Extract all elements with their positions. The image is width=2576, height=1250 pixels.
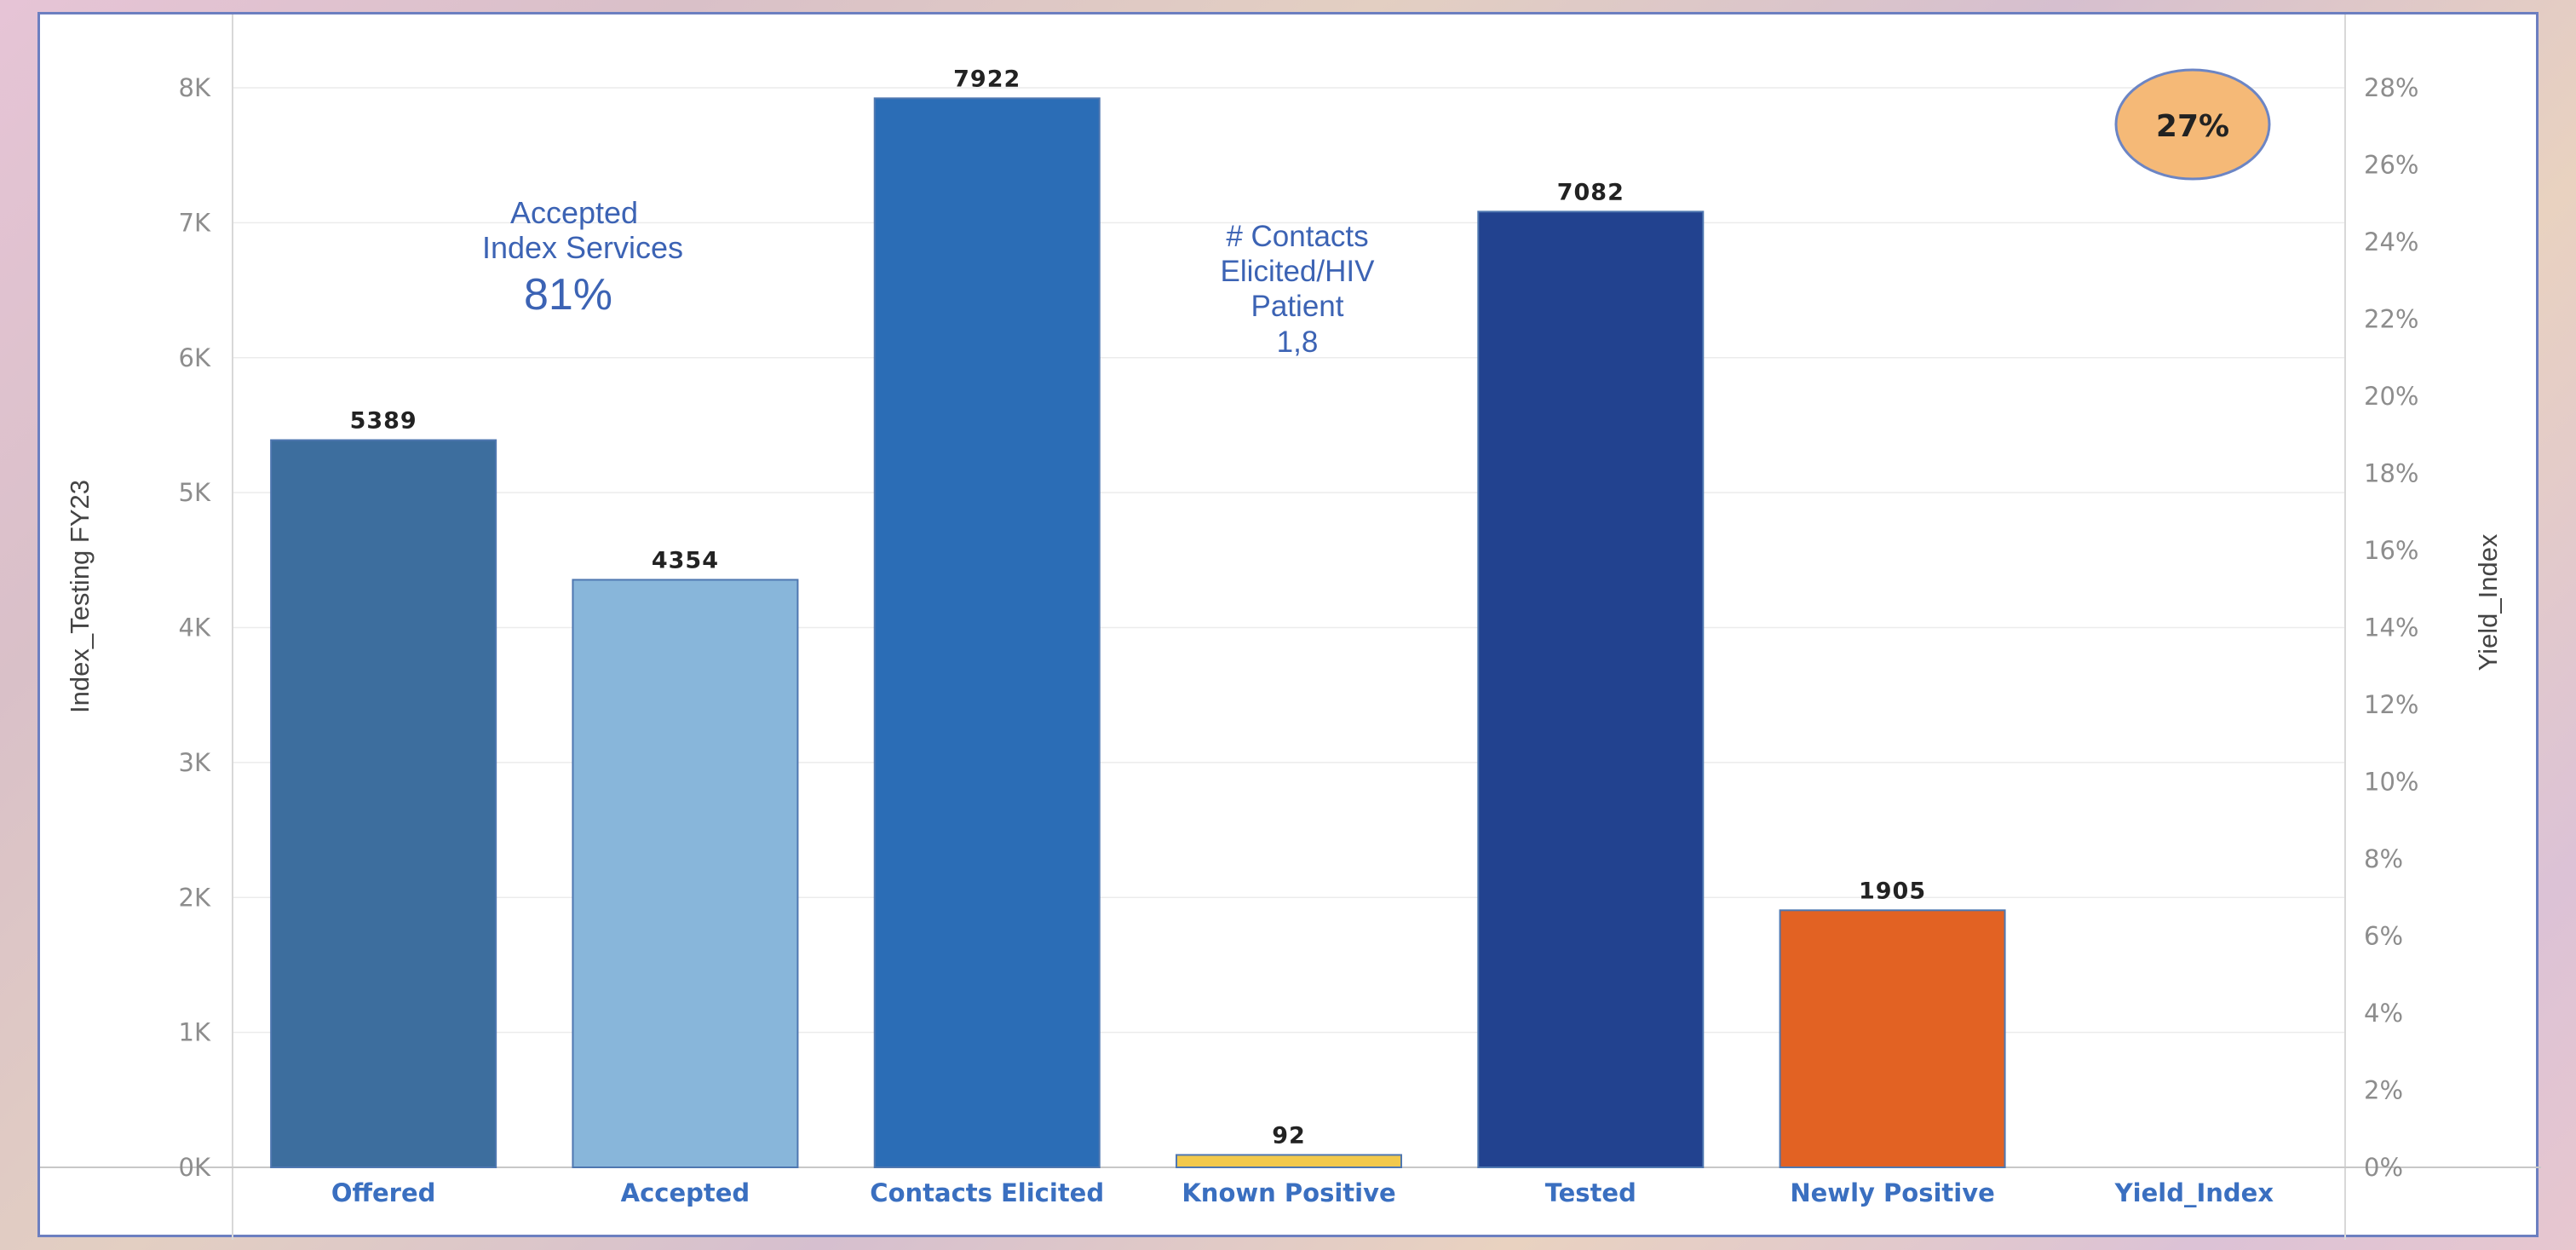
bar-offered bbox=[270, 439, 497, 1168]
bar-known-positive bbox=[1176, 1154, 1402, 1168]
y2-tick-label: 0% bbox=[2364, 1153, 2403, 1182]
data-label: 7082 bbox=[1557, 179, 1624, 205]
y-tick-label: 5K bbox=[179, 478, 211, 507]
y2-tick-label: 22% bbox=[2364, 305, 2418, 334]
y2-tick-label: 16% bbox=[2364, 536, 2418, 565]
y2-axis-title: Yield_Index bbox=[2473, 533, 2503, 671]
yield-badge: 27% bbox=[2114, 68, 2271, 181]
y2-tick-label: 28% bbox=[2364, 73, 2418, 102]
bar-contacts-elicited bbox=[873, 97, 1101, 1168]
y-tick-label: 8K bbox=[179, 73, 211, 102]
annotation-percent: 81% bbox=[524, 270, 612, 320]
data-label: 7922 bbox=[953, 66, 1021, 92]
y-tick-label: 1K bbox=[179, 1018, 211, 1047]
index-testing-chart: 0K 1K 2K 3K 4K 5K 6K 7K 8K 0% 2% 4% 6% 8% 10% 12% 14% 16… bbox=[40, 14, 2541, 1240]
y2-tick-label: 4% bbox=[2364, 999, 2403, 1028]
annotation-line: Accepted bbox=[510, 195, 638, 230]
y-tick-label: 7K bbox=[179, 208, 211, 237]
annotation-contacts-elicited-per-patient: # Contacts Elicited/HIV Patient 1,8 bbox=[1221, 220, 1376, 359]
annotation-line: # Contacts bbox=[1226, 220, 1368, 253]
annotation-line: Index Services bbox=[482, 230, 683, 265]
data-label: 92 bbox=[1272, 1122, 1306, 1149]
category-label: Contacts Elicited bbox=[870, 1178, 1104, 1207]
data-labels: 5389 4354 7922 92 7082 1905 bbox=[350, 66, 1926, 1149]
y2-tick-label: 24% bbox=[2364, 228, 2418, 256]
yield-value: 27% bbox=[2156, 109, 2229, 144]
bar-tested bbox=[1477, 210, 1705, 1168]
y-tick-label: 3K bbox=[179, 748, 211, 777]
category-label: Newly Positive bbox=[1790, 1178, 1994, 1207]
y-axis-title: Index_Testing FY23 bbox=[65, 480, 95, 713]
data-label: 1905 bbox=[1859, 878, 1926, 904]
category-label: Offered bbox=[331, 1178, 436, 1207]
y2-tick-label: 12% bbox=[2364, 690, 2418, 719]
left-axis-ticks: 0K 1K 2K 3K 4K 5K 6K 7K 8K bbox=[179, 73, 211, 1182]
y-tick-label: 0K bbox=[179, 1153, 211, 1182]
annotation-line: Elicited/HIV bbox=[1221, 255, 1376, 288]
annotation-accepted-index-services: Accepted Index Services 81% bbox=[482, 195, 683, 320]
y2-tick-label: 6% bbox=[2364, 922, 2403, 951]
y-tick-label: 4K bbox=[179, 613, 211, 642]
y2-tick-label: 8% bbox=[2364, 844, 2403, 873]
data-label: 5389 bbox=[350, 408, 417, 435]
y2-tick-label: 26% bbox=[2364, 151, 2418, 180]
data-label: 4354 bbox=[652, 547, 719, 573]
y2-tick-label: 18% bbox=[2364, 459, 2418, 488]
y2-tick-label: 2% bbox=[2364, 1076, 2403, 1105]
annotation-line: 1,8 bbox=[1277, 325, 1319, 359]
right-axis-ticks: 0% 2% 4% 6% 8% 10% 12% 14% 16% 18% 20% 22% 24% 26% 28% bbox=[2364, 73, 2418, 1182]
bar-accepted bbox=[572, 579, 799, 1168]
category-label: Yield_Index bbox=[2114, 1178, 2274, 1207]
annotation-line: Patient bbox=[1251, 290, 1344, 323]
category-labels: Offered Accepted Contacts Elicited Known Po… bbox=[331, 1178, 2274, 1207]
y2-tick-label: 10% bbox=[2364, 768, 2418, 797]
category-label: Tested bbox=[1545, 1178, 1636, 1207]
category-label: Accepted bbox=[621, 1178, 750, 1207]
yield-circle bbox=[2114, 68, 2271, 181]
y-tick-label: 6K bbox=[179, 343, 211, 372]
y-tick-label: 2K bbox=[179, 883, 211, 912]
category-label: Known Positive bbox=[1182, 1178, 1395, 1207]
y2-tick-label: 20% bbox=[2364, 382, 2418, 411]
y2-tick-label: 14% bbox=[2364, 613, 2418, 642]
bars bbox=[270, 97, 2006, 1169]
bar-newly-positive bbox=[1779, 909, 2006, 1169]
chart-frame: 0K 1K 2K 3K 4K 5K 6K 7K 8K 0% 2% 4% 6% 8% 10% 12% 14% 16… bbox=[37, 12, 2541, 1240]
